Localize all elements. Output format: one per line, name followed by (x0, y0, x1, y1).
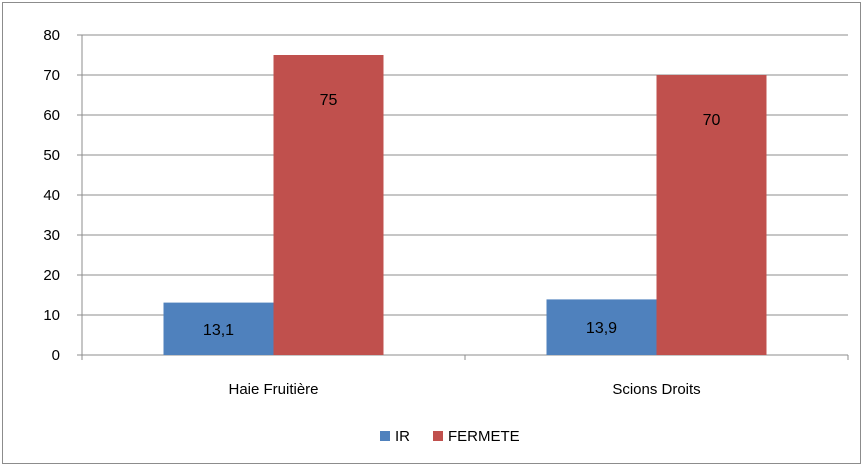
legend-label-ir: IR (395, 428, 410, 445)
data-label-fermete-1: 70 (703, 112, 721, 129)
bars (163, 55, 767, 355)
bar-fermete-0 (273, 55, 384, 355)
legend-label-fermete: FERMETE (448, 428, 520, 445)
y-tick-label-80: 80 (43, 27, 60, 44)
data-label-fermete-0: 75 (320, 92, 338, 109)
y-tick-label-70: 70 (43, 67, 60, 84)
data-labels: 13,1 75 13,9 70 (203, 92, 721, 339)
y-tick-label-40: 40 (43, 187, 60, 204)
legend: IR FERMETE (380, 428, 520, 445)
legend-swatch-ir (380, 431, 390, 441)
y-tick-label-60: 60 (43, 107, 60, 124)
data-label-ir-1: 13,9 (586, 320, 617, 337)
category-label-0: Haie Fruitière (228, 381, 318, 398)
y-tick-label-10: 10 (43, 307, 60, 324)
x-axis-category-labels: Haie Fruitière Scions Droits (228, 381, 700, 398)
legend-swatch-fermete (433, 431, 443, 441)
data-label-ir-0: 13,1 (203, 322, 234, 339)
bar-ir-1 (546, 299, 657, 355)
category-label-1: Scions Droits (612, 381, 700, 398)
y-tick-label-0: 0 (52, 347, 60, 364)
y-tick-label-30: 30 (43, 227, 60, 244)
y-axis-tick-labels: 0 10 20 30 40 50 60 70 80 (43, 27, 60, 364)
bar-ir-0 (163, 302, 274, 355)
bar-fermete-1 (656, 75, 767, 355)
y-tick-label-20: 20 (43, 267, 60, 284)
y-tick-label-50: 50 (43, 147, 60, 164)
